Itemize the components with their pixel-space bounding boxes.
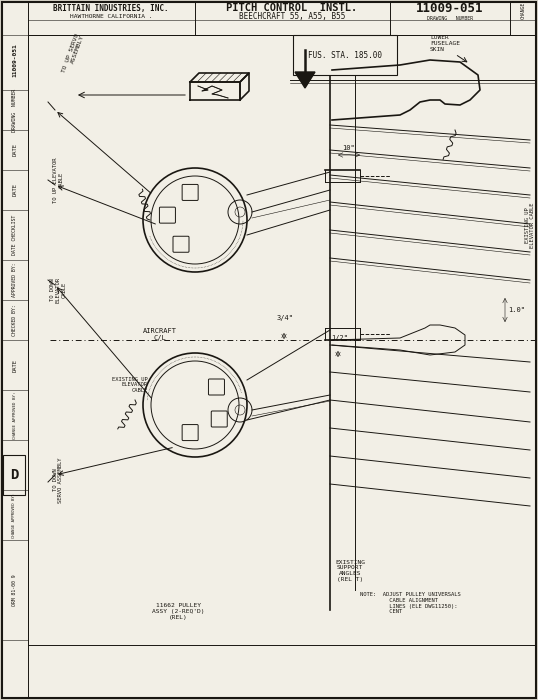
Text: TO UP ELEVATOR
CABLE: TO UP ELEVATOR CABLE bbox=[53, 158, 63, 203]
Text: EXISTING UP
ELEVATOR
CABLE: EXISTING UP ELEVATOR CABLE bbox=[112, 377, 148, 393]
Text: DATE: DATE bbox=[12, 183, 18, 197]
Text: CHECKED BY:: CHECKED BY: bbox=[12, 304, 18, 336]
FancyBboxPatch shape bbox=[182, 425, 198, 440]
Text: PITCH CONTROL  INSTL.: PITCH CONTROL INSTL. bbox=[226, 3, 358, 13]
Bar bbox=[3, 455, 25, 495]
Text: EXISTING
SUPPORT
ANGLES
(REL T): EXISTING SUPPORT ANGLES (REL T) bbox=[335, 559, 365, 582]
Text: CHANGE APPROVED BY:: CHANGE APPROVED BY: bbox=[12, 492, 16, 538]
Text: DRAWING  NUMBER: DRAWING NUMBER bbox=[12, 88, 18, 132]
FancyBboxPatch shape bbox=[208, 379, 224, 395]
Text: 11662 PULLEY
ASSY (2-REQ'D)
(REL): 11662 PULLEY ASSY (2-REQ'D) (REL) bbox=[152, 603, 204, 620]
Text: EXISTING UP
ELEVATOR CABLE: EXISTING UP ELEVATOR CABLE bbox=[525, 202, 535, 248]
Text: DATE CHECKLIST: DATE CHECKLIST bbox=[12, 215, 18, 255]
FancyBboxPatch shape bbox=[173, 236, 189, 252]
Text: 11009-051: 11009-051 bbox=[12, 43, 18, 77]
Text: DATE: DATE bbox=[12, 144, 18, 157]
Text: TO DOWN
ELEVATOR
CABLE: TO DOWN ELEVATOR CABLE bbox=[49, 277, 66, 303]
Text: APPROVED BY:: APPROVED BY: bbox=[12, 262, 18, 298]
Text: 1.0": 1.0" bbox=[508, 307, 525, 313]
Text: CHANGE APPROVED BY:: CHANGE APPROVED BY: bbox=[13, 391, 17, 439]
FancyBboxPatch shape bbox=[182, 184, 198, 200]
Text: 3/4": 3/4" bbox=[277, 315, 294, 321]
Text: DRAWING   NUMBER: DRAWING NUMBER bbox=[427, 17, 473, 22]
Text: LOWER
FUSELAGE
SKIN: LOWER FUSELAGE SKIN bbox=[430, 36, 460, 52]
Text: AIRCRAFT
C/L: AIRCRAFT C/L bbox=[143, 328, 177, 341]
Text: D: D bbox=[10, 468, 18, 482]
Text: TO DOWN
SERVO ASSEMBLY: TO DOWN SERVO ASSEMBLY bbox=[53, 457, 63, 503]
Text: BRITTAIN INDUSTRIES, INC.: BRITTAIN INDUSTRIES, INC. bbox=[53, 4, 169, 13]
Text: BEECHCRAFT 55, A55, B55: BEECHCRAFT 55, A55, B55 bbox=[239, 13, 345, 22]
Text: 10": 10" bbox=[343, 145, 356, 151]
Text: 1/2": 1/2" bbox=[331, 335, 349, 341]
Text: FUS. STA. 185.00: FUS. STA. 185.00 bbox=[308, 50, 382, 60]
Text: 11009-051: 11009-051 bbox=[416, 1, 484, 15]
Text: TO UP SERVO
ASSEMBLY: TO UP SERVO ASSEMBLY bbox=[61, 32, 85, 75]
FancyBboxPatch shape bbox=[211, 411, 227, 427]
Text: ORM 81-00 9: ORM 81-00 9 bbox=[11, 574, 17, 606]
Text: NOTE:  ADJUST PULLEY UNIVERSALS
         CABLE ALIGNMENT
         LINES (ELE DWG: NOTE: ADJUST PULLEY UNIVERSALS CABLE ALI… bbox=[360, 592, 461, 615]
Polygon shape bbox=[295, 72, 315, 88]
Text: HAWTHORNE CALIFORNIA .: HAWTHORNE CALIFORNIA . bbox=[70, 13, 152, 18]
FancyBboxPatch shape bbox=[159, 207, 175, 223]
Text: DATE: DATE bbox=[12, 358, 18, 372]
Text: CHANGE: CHANGE bbox=[520, 1, 526, 19]
